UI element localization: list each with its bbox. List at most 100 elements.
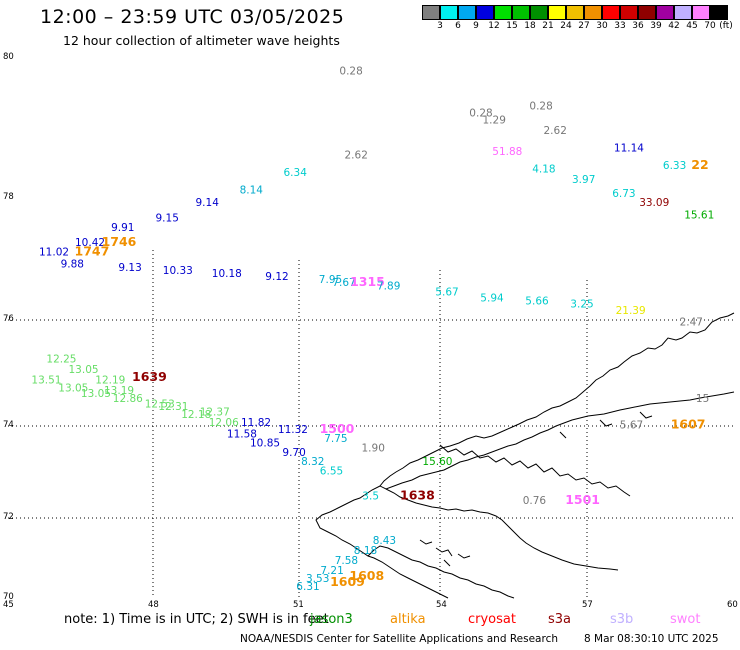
latitude-tick: 80 bbox=[3, 52, 14, 62]
coastline-islets bbox=[419, 411, 653, 567]
latitude-tick: 70 bbox=[3, 592, 14, 602]
wave-height-label: 8.43 bbox=[373, 535, 396, 547]
latitude-tick: 72 bbox=[3, 512, 14, 522]
coastline-north-island bbox=[379, 312, 735, 490]
wave-height-label: 9.12 bbox=[265, 271, 288, 283]
wave-height-label: 12.25 bbox=[46, 353, 76, 365]
wave-height-label: 5.67 bbox=[620, 419, 643, 431]
wave-height-label: 15.60 bbox=[422, 456, 452, 468]
wave-height-label: 2.62 bbox=[544, 125, 567, 137]
credit-line: NOAA/NESDIS Center for Satellite Applica… bbox=[240, 633, 558, 645]
satellite-key: cryosat bbox=[468, 612, 516, 627]
wave-height-label: 3.5 bbox=[362, 491, 379, 503]
legend-swatch bbox=[584, 5, 602, 20]
wave-height-label: 6.34 bbox=[284, 167, 308, 179]
wave-height-label: 11.02 bbox=[39, 246, 69, 258]
satellite-key: s3b bbox=[610, 612, 634, 627]
wave-height-label: 0.76 bbox=[523, 495, 547, 507]
wave-height-label: 13.05 bbox=[58, 383, 88, 395]
pass-time-label: 1608 bbox=[349, 568, 384, 583]
pass-time-label: 1746 bbox=[102, 234, 137, 249]
wave-height-label: 8.18 bbox=[354, 545, 377, 557]
wave-height-label: 9.13 bbox=[118, 262, 141, 274]
pass-time-label: 1639 bbox=[132, 369, 167, 384]
wave-height-label: 33.09 bbox=[639, 197, 669, 209]
pass-time-label: 1638 bbox=[400, 488, 435, 503]
legend-label: 3 bbox=[437, 21, 443, 31]
pass-time-label: 1315 bbox=[350, 274, 385, 289]
wave-height-label: 12.86 bbox=[113, 393, 143, 405]
wave-height-label: 9.91 bbox=[111, 222, 134, 234]
satellite-key: s3a bbox=[548, 612, 572, 627]
legend-label: 70 bbox=[704, 21, 716, 31]
wave-height-label: 12.19 bbox=[95, 375, 125, 387]
wave-height-label: 7.75 bbox=[324, 433, 347, 445]
page-subtitle: 12 hour collection of altimeter wave hei… bbox=[63, 33, 340, 48]
note-text: note: 1) Time is in UTC; 2) SWH is in fe… bbox=[64, 612, 329, 627]
wave-height-label: 21.39 bbox=[616, 305, 646, 317]
legend-swatch bbox=[620, 5, 638, 20]
wave-height-label: 9.88 bbox=[61, 259, 84, 271]
wave-height-label: 5.94 bbox=[480, 293, 504, 305]
wave-height-label: 12.31 bbox=[158, 401, 188, 413]
wave-height-label: 11.32 bbox=[278, 424, 308, 436]
latitude-tick: 74 bbox=[3, 420, 14, 430]
legend-label: 21 bbox=[542, 21, 554, 31]
wave-height-label: 12.06 bbox=[209, 417, 239, 429]
pass-time-label: 1747 bbox=[75, 243, 110, 258]
legend-swatch bbox=[494, 5, 512, 20]
pass-time-label: 1500 bbox=[320, 421, 355, 436]
wave-height-label: 0.28 bbox=[529, 101, 552, 113]
coastline-south-island bbox=[315, 485, 449, 599]
wave-height-label: 9.70 bbox=[282, 447, 305, 459]
legend-label: 33 bbox=[614, 21, 626, 31]
observation-layer: 0.280.281.290.282.622.62 51.884.183.9711.… bbox=[31, 66, 714, 594]
wave-height-label: 12.18 bbox=[181, 409, 211, 421]
wave-height-label: 12.37 bbox=[200, 406, 230, 418]
wave-height-label: 6.31 bbox=[296, 581, 319, 593]
wave-height-label: 11.14 bbox=[614, 143, 644, 155]
legend-label: 42 bbox=[668, 21, 680, 31]
legend-label: 30 bbox=[596, 21, 608, 31]
wave-height-label: 8.14 bbox=[240, 185, 264, 197]
pass-time-label: 1607 bbox=[671, 416, 706, 431]
longitude-tick: 48 bbox=[148, 600, 159, 610]
legend-swatch bbox=[458, 5, 476, 20]
wave-height-label: 13.05 bbox=[81, 388, 111, 400]
legend-swatch bbox=[440, 5, 458, 20]
coastline-strait bbox=[385, 488, 619, 571]
wave-height-label: 2.47 bbox=[680, 316, 703, 328]
satellite-key: jason3 bbox=[310, 612, 353, 627]
legend-swatch bbox=[692, 5, 710, 20]
wave-height-label: 7.67 bbox=[332, 277, 355, 289]
legend-swatch bbox=[512, 5, 530, 20]
timestamp: 8 Mar 08:30:10 UTC 2025 bbox=[584, 633, 719, 645]
legend-swatch bbox=[638, 5, 656, 20]
satellite-key: swot bbox=[670, 612, 701, 627]
wave-height-label: 10.33 bbox=[163, 265, 193, 277]
legend-swatch bbox=[656, 5, 674, 20]
wave-height-label: 6.55 bbox=[320, 465, 343, 477]
wave-height-label: 13.51 bbox=[31, 375, 61, 387]
wave-height-label: 6.73 bbox=[612, 188, 635, 200]
longitude-tick: 60 bbox=[727, 600, 738, 610]
wave-height-label: 15 bbox=[696, 393, 709, 405]
graticule bbox=[8, 250, 734, 598]
wave-height-label: 7.95 bbox=[319, 274, 342, 286]
coastline-southern-cape bbox=[367, 545, 515, 599]
wave-height-label: 10.18 bbox=[212, 268, 242, 280]
legend-label: 6 bbox=[455, 21, 461, 31]
legend-swatch bbox=[530, 5, 548, 20]
wave-height-label: 4.18 bbox=[532, 164, 555, 176]
wave-height-label: 1.90 bbox=[362, 442, 385, 454]
wave-height-label: 8.32 bbox=[301, 456, 324, 468]
latitude-tick: 78 bbox=[3, 192, 14, 202]
satellite-key: altika bbox=[390, 612, 426, 627]
legend-label: 36 bbox=[632, 21, 644, 31]
wave-height-label: 10.85 bbox=[250, 438, 280, 450]
wave-height-label: 13.05 bbox=[69, 364, 99, 376]
longitude-tick: 51 bbox=[293, 600, 304, 610]
wave-height-label: 0.28 bbox=[469, 108, 492, 120]
wave-height-label: 6.33 bbox=[663, 160, 686, 172]
